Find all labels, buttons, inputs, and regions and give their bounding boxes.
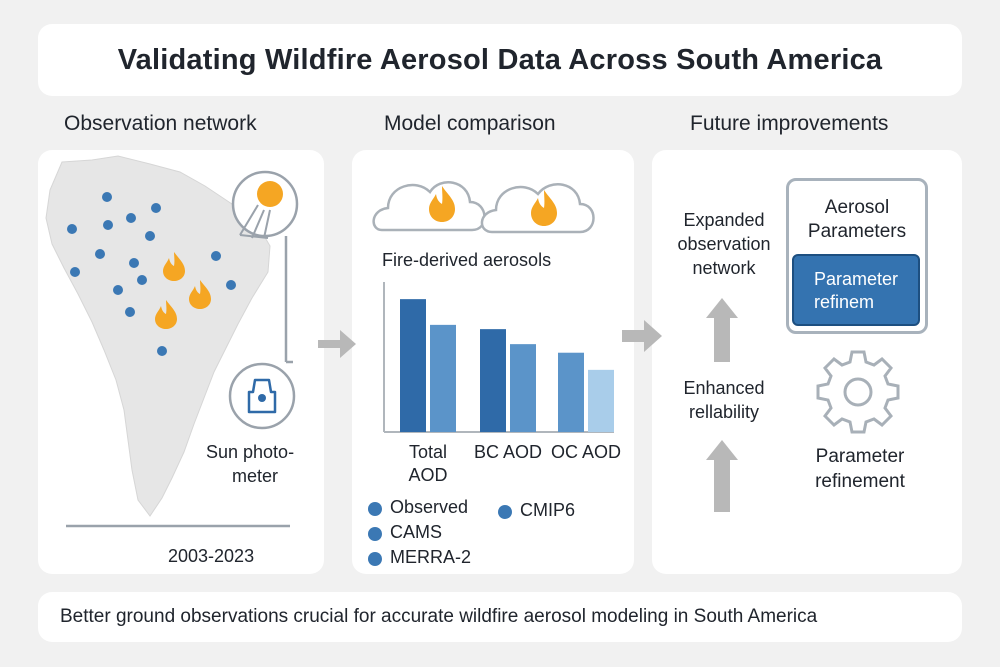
x-tick-label: OC AOD (551, 442, 621, 462)
section-model-heading: Model comparison (384, 112, 556, 135)
enhanced-reliability-label-line: Enhanced (683, 378, 765, 398)
station-dot (125, 307, 135, 317)
station-dot (137, 275, 147, 285)
footer-panel: Better ground observations crucial for a… (38, 592, 962, 642)
station-dot (211, 251, 221, 261)
aerosol-parameters-title-line: Aerosol (824, 197, 890, 218)
gear-icon (816, 350, 900, 434)
fire-icon (189, 280, 211, 309)
fire-icon (163, 252, 185, 281)
flow-arrow-icon (318, 330, 356, 358)
up-arrow-icon (706, 298, 738, 362)
legend-cmip6: CMIP6 (520, 500, 576, 520)
station-dots (67, 192, 236, 356)
aerosol-parameters-title: Aerosol Parameters (786, 196, 928, 244)
section-future-heading: Future improvements (690, 112, 889, 135)
flow-arrow-icon (622, 320, 662, 352)
aod-bar-chart: Total AOD BC AOD OC AOD (383, 282, 621, 485)
expanded-network-label-line: Expanded (683, 210, 765, 230)
station-dot (157, 346, 167, 356)
legend-observed: Observed (390, 497, 469, 517)
legend-dot-cams (368, 527, 382, 541)
enhanced-reliability-label-line: rellability (688, 402, 760, 422)
expanded-network-label: Expanded observation network (672, 208, 776, 280)
title-panel: Validating Wildfire Aerosol Data Across … (38, 24, 962, 96)
station-dot (95, 249, 105, 259)
station-dot (102, 192, 112, 202)
footer-text: Better ground observations crucial for a… (60, 606, 818, 627)
legend-dot-merra2 (368, 552, 382, 566)
station-dot (145, 231, 155, 241)
bar-total-aod-model (430, 324, 456, 432)
parameter-refinement-label: Parameter refinement (792, 444, 928, 494)
parameter-refinement-button[interactable]: Parameter refinem (792, 254, 920, 326)
up-arrow-icon (706, 440, 738, 512)
sun-photometer-label: Sun photo- meter (206, 440, 294, 488)
sun-photometer-label-line: Sun photo- (206, 442, 295, 462)
parameter-refinement-button-line: Parameter (814, 269, 899, 289)
station-dot (113, 285, 123, 295)
station-dot (70, 267, 80, 277)
bar-total-aod-observed (400, 299, 426, 432)
sun-photometer-icon (228, 362, 296, 430)
x-tick-label: AOD (408, 465, 447, 485)
legend-merra2: MERRA-2 (390, 547, 472, 567)
fire-icon (155, 300, 177, 329)
bar-oc-aod-model (588, 369, 614, 432)
station-dot (67, 224, 77, 234)
aerosol-parameters-title-line: Parameters (807, 221, 907, 242)
sun-photometer-label-line: meter (232, 466, 279, 486)
enhanced-reliability-label: Enhanced rellability (670, 376, 778, 424)
station-dot (103, 220, 113, 230)
legend-dot-cmip6 (498, 505, 512, 519)
expanded-network-label-line: network (692, 258, 756, 278)
station-dot (129, 258, 139, 268)
expanded-network-label-line: observation (677, 234, 771, 254)
cloud-fire-icon (480, 183, 595, 234)
bar-oc-aod-observed (558, 352, 584, 432)
station-dot (126, 213, 136, 223)
parameter-refinement-button-line: refinem (814, 292, 875, 312)
chart-title: Fire-derived aerosols (382, 250, 552, 270)
station-dot (151, 203, 161, 213)
section-observation-heading: Observation network (64, 112, 257, 135)
satellite-dish-icon (231, 170, 299, 239)
page-title: Validating Wildfire Aerosol Data Across … (117, 43, 883, 76)
x-tick-label: Total (409, 442, 447, 462)
station-dot (226, 280, 236, 290)
legend-dot-observed (368, 502, 382, 516)
south-america-map (45, 155, 271, 517)
bar-bc-aod-observed (480, 329, 506, 432)
legend-cams: CAMS (390, 522, 443, 542)
bar-bc-aod-model (510, 344, 536, 432)
cloud-fire-icon (372, 181, 486, 232)
x-tick-label: BC AOD (474, 442, 542, 462)
years-label: 2003-2023 (168, 546, 255, 566)
parameter-refinement-label-line: refinement (815, 471, 905, 492)
parameter-refinement-label-line: Parameter (815, 446, 905, 467)
